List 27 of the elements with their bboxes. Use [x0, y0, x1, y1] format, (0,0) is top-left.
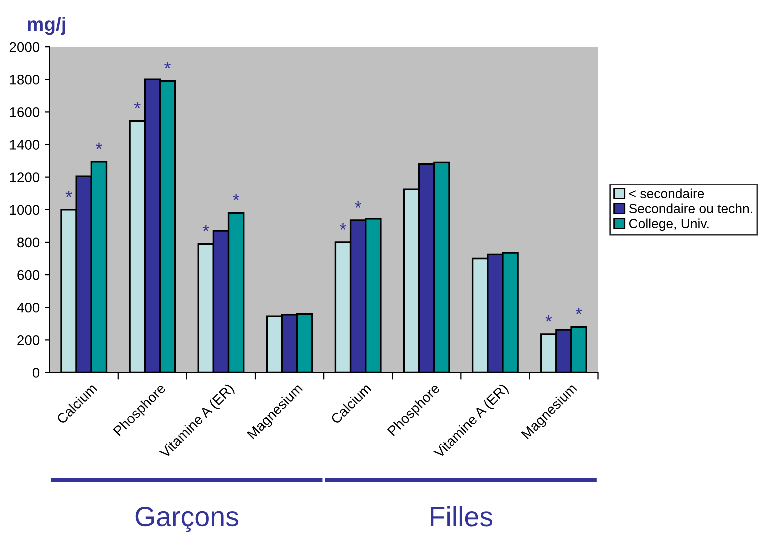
y-tick-label: 600: [18, 270, 40, 280]
data-label: *: [340, 224, 346, 230]
data-label: *: [202, 225, 210, 232]
y-tick-label: 1400: [10, 140, 40, 150]
y-tick-label: 2000: [10, 42, 40, 52]
data-label: *: [233, 194, 240, 201]
data-label: *: [134, 102, 141, 109]
legend-label: Secondaire ou techn.: [629, 204, 752, 214]
y-tick-label: 1000: [10, 205, 40, 216]
y-tick-label: 800: [18, 238, 40, 248]
data-label: *: [96, 142, 102, 150]
y-tick-label: 0: [32, 368, 40, 378]
y-tick-label: 400: [17, 302, 40, 313]
data-label: *: [576, 308, 582, 315]
text: Garçons: [136, 506, 238, 532]
y-tick-label: 1600: [10, 108, 40, 118]
legend-label: < secondaire: [629, 188, 704, 198]
data-label: *: [164, 62, 171, 69]
data-label: *: [546, 316, 552, 322]
y-tick-label: 1800: [10, 74, 40, 85]
data-label: *: [66, 190, 72, 198]
chart-title: mg/j: [28, 16, 66, 36]
legend-label: College, Univ.: [629, 218, 709, 232]
y-tick-label: 1200: [10, 172, 40, 183]
y-tick-label: 200: [18, 336, 40, 346]
text: Filles: [431, 506, 493, 527]
data-label: *: [355, 202, 362, 208]
